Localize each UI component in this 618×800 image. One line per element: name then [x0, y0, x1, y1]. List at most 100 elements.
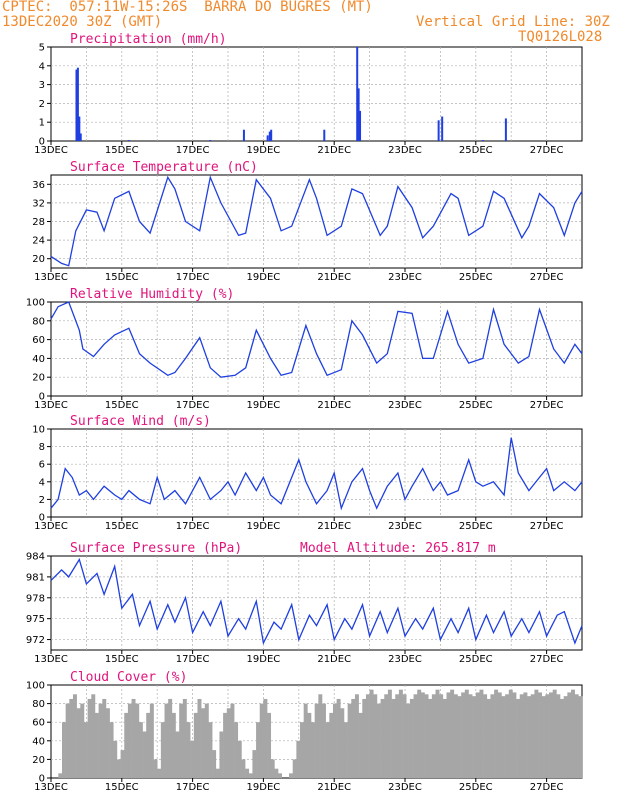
- cloud-bar: [263, 698, 268, 778]
- x-tick-label: 19DEC: [247, 654, 281, 665]
- cloud-bar: [552, 689, 557, 778]
- precip-bar: [78, 116, 81, 141]
- x-tick-label: 13DEC: [34, 521, 68, 532]
- cloud-bar: [380, 698, 385, 778]
- cloud-bar: [398, 689, 403, 778]
- cloud-bar: [391, 698, 396, 778]
- cloud-bar: [98, 703, 103, 778]
- cloud-bar: [149, 703, 154, 778]
- cloud-bar: [409, 698, 414, 778]
- precip-bar: [357, 88, 360, 141]
- cloud-bar: [351, 698, 356, 778]
- panel-title: Cloud Cover (%): [70, 670, 187, 685]
- x-tick-label: 15DEC: [105, 654, 139, 665]
- x-tick-label: 19DEC: [247, 272, 281, 283]
- cloud-bar: [362, 698, 367, 778]
- x-tick-label: 25DEC: [459, 782, 493, 793]
- precip-bar: [270, 129, 273, 141]
- cloud-bar: [76, 708, 81, 778]
- x-tick-label: 27DEC: [530, 521, 564, 532]
- cloud-bar: [116, 759, 121, 778]
- y-tick-label: 0: [39, 392, 45, 403]
- y-tick-label: 40: [32, 354, 45, 365]
- cloud-bar: [534, 689, 539, 778]
- panel-0: 0 1 2 3 4 5 13DEC 15DEC 17DEC 19DEC 21DEC 23DEC 25DE…: [34, 32, 583, 156]
- cloud-bar: [428, 698, 433, 778]
- cloud-bar: [523, 692, 528, 778]
- x-tick-label: 25DEC: [459, 400, 493, 411]
- x-tick-label: 13DEC: [34, 654, 68, 665]
- y-tick-label: 0: [39, 513, 45, 524]
- cloud-bar: [490, 694, 495, 778]
- cloud-bar: [413, 694, 418, 778]
- cloud-bar: [87, 698, 92, 778]
- cloud-bar: [318, 694, 323, 778]
- cloud-bar: [519, 694, 524, 778]
- cloud-bar: [259, 703, 264, 778]
- x-tick-label: 21DEC: [317, 400, 351, 411]
- y-tick-label: 36: [32, 180, 45, 191]
- y-tick-label: 28: [32, 217, 45, 228]
- x-tick-label: 21DEC: [317, 521, 351, 532]
- cloud-bar: [109, 722, 114, 778]
- cloud-bar: [270, 759, 275, 778]
- x-tick-label: 23DEC: [388, 782, 422, 793]
- cloud-bar: [420, 692, 425, 778]
- y-tick-label: 2: [39, 495, 45, 506]
- cloud-bar: [226, 708, 231, 778]
- cloud-bar: [303, 703, 308, 778]
- cloud-bar: [549, 692, 554, 778]
- cloud-bar: [289, 773, 293, 778]
- y-tick-label: 40: [32, 736, 45, 747]
- cloud-bar: [208, 722, 213, 778]
- x-tick-label: 17DEC: [176, 782, 210, 793]
- y-tick-label: 24: [32, 236, 45, 247]
- cloud-bar: [61, 722, 66, 778]
- cloud-bar: [497, 692, 502, 778]
- cloud-bar: [508, 689, 513, 778]
- panel-3: 0 2 4 6 8 10 13DEC 15DEC 17DEC 19DEC 21DEC 23DEC 25D…: [32, 414, 583, 532]
- precip-bar: [356, 47, 359, 141]
- panel-frame: [50, 555, 583, 651]
- x-tick-label: 25DEC: [459, 521, 493, 532]
- cloud-bar: [435, 689, 440, 778]
- cloud-bar: [278, 773, 283, 778]
- cloud-bar: [475, 692, 480, 778]
- x-tick-label: 17DEC: [176, 145, 210, 156]
- cloud-bar: [567, 692, 572, 778]
- x-tick-label: 19DEC: [247, 782, 281, 793]
- cloud-bar: [83, 722, 88, 778]
- series-line: [50, 301, 583, 378]
- x-tick-label: 19DEC: [247, 521, 281, 532]
- y-tick-label: 20: [32, 373, 45, 384]
- panel-frame: [50, 428, 583, 518]
- x-tick-label: 27DEC: [530, 654, 564, 665]
- cloud-bar: [376, 703, 381, 778]
- x-tick-label: 15DEC: [105, 782, 139, 793]
- cloud-bar: [69, 698, 74, 778]
- cloud-bar: [571, 689, 575, 778]
- panel-frame: [50, 46, 583, 142]
- cloud-bar: [387, 689, 392, 778]
- x-tick-label: 13DEC: [34, 782, 68, 793]
- cloud-bar: [274, 768, 279, 778]
- cloud-bar: [65, 703, 70, 778]
- y-tick-label: 4: [39, 61, 45, 72]
- y-tick-label: 2: [39, 99, 45, 110]
- cloud-bar: [131, 698, 136, 778]
- cloud-bar: [256, 722, 261, 778]
- x-tick-label: 17DEC: [176, 272, 210, 283]
- cloud-bar: [72, 694, 77, 778]
- precip-bar: [79, 133, 82, 141]
- x-tick-label: 27DEC: [530, 272, 564, 283]
- cloud-bar: [468, 694, 473, 778]
- cloud-bar: [197, 698, 202, 778]
- cloud-bar: [230, 703, 235, 778]
- cloud-bar: [505, 694, 510, 778]
- cloud-bar: [267, 712, 272, 778]
- cloud-bar: [124, 712, 129, 778]
- cloud-bar: [171, 712, 176, 778]
- x-tick-label: 25DEC: [459, 145, 493, 156]
- y-tick-label: 32: [32, 198, 45, 209]
